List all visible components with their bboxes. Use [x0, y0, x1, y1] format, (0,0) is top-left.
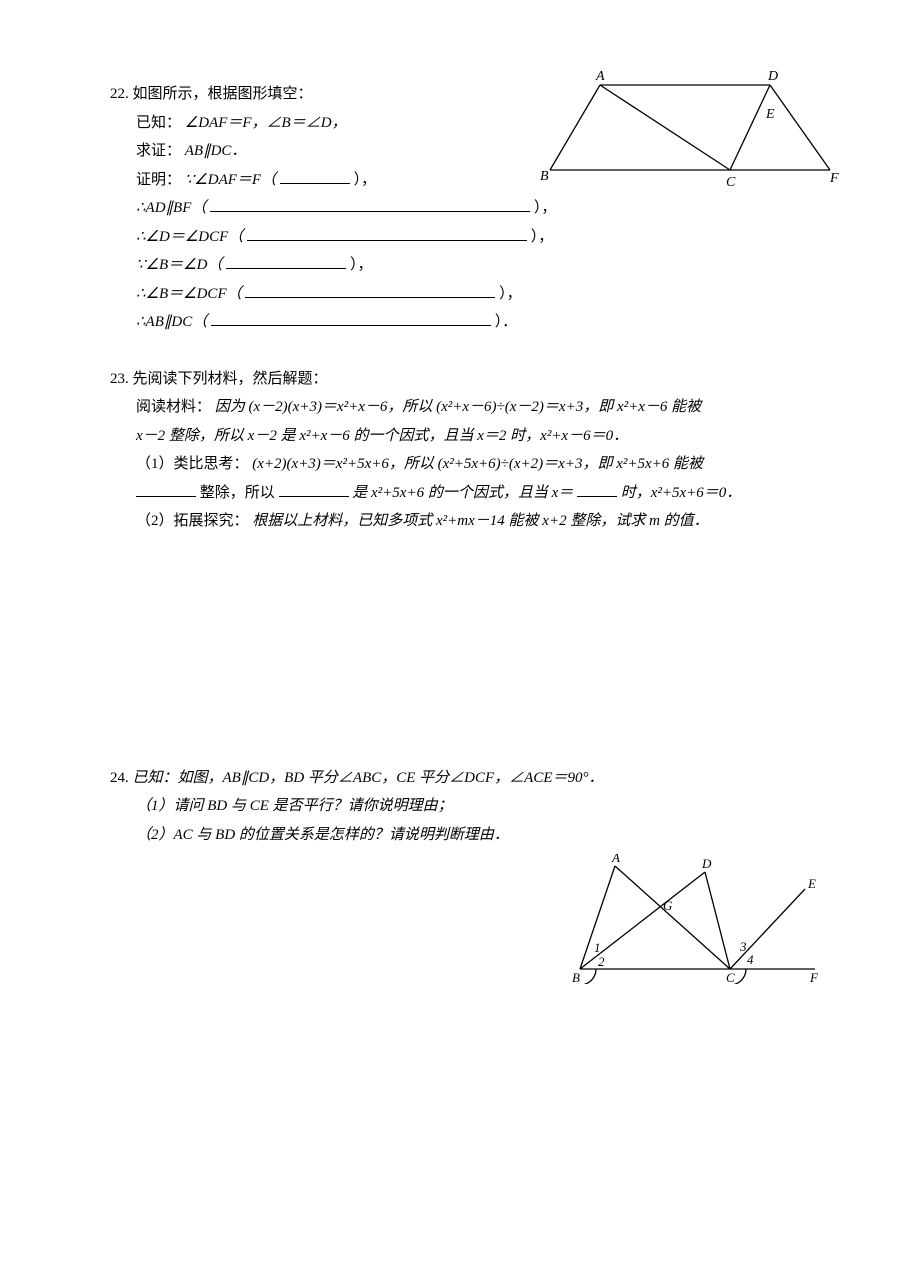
blank[interactable]: [279, 482, 349, 497]
svg-text:A: A: [611, 854, 620, 865]
figure-22: A D B C F E: [540, 70, 840, 201]
blank[interactable]: [211, 312, 491, 327]
svg-text:C: C: [726, 175, 736, 190]
svg-text:3: 3: [739, 939, 747, 954]
svg-text:1: 1: [594, 940, 601, 955]
q24-part1: （1）请问 BD 与 CE 是否平行？请你说明理由；: [110, 792, 810, 821]
q23-part2: （2）拓展探究： 根据以上材料，已知多项式 x²+mx－14 能被 x+2 整除…: [110, 507, 810, 536]
svg-text:E: E: [807, 876, 816, 891]
svg-text:A: A: [595, 70, 605, 84]
q22-proof-5: ∴AB∥DC（ ）．: [110, 308, 810, 337]
q23-reading-2: x－2 整除，所以 x－2 是 x²+x－6 的一个因式，且当 x＝2 时，x²…: [110, 422, 810, 451]
q23-title-line: 23. 先阅读下列材料，然后解题：: [110, 365, 810, 394]
blank[interactable]: [247, 226, 527, 241]
q24-title: 已知：如图，AB∥CD，BD 平分∠ABC，CE 平分∠DCF，∠ACE＝90°…: [133, 770, 604, 786]
q23-part1-l1: （1）类比思考： (x+2)(x+3)＝x²+5x+6，所以 (x²+5x+6)…: [110, 450, 810, 479]
geometry-icon: A D B C F E: [540, 70, 840, 190]
q22-proof-4: ∴∠B＝∠DCF（ ），: [110, 280, 810, 309]
q22-proof-3: ∵∠B＝∠D（ ），: [110, 251, 810, 280]
blank[interactable]: [280, 169, 350, 184]
svg-text:F: F: [809, 970, 819, 984]
svg-text:C: C: [726, 970, 735, 984]
q22-number: 22.: [110, 86, 129, 102]
svg-text:G: G: [663, 898, 673, 913]
geometry-icon: A D E B C F G 12 34: [550, 854, 830, 984]
svg-text:E: E: [765, 107, 775, 122]
q22-proof-2: ∴∠D＝∠DCF（ ），: [110, 223, 810, 252]
svg-text:2: 2: [598, 954, 605, 969]
spacer: [110, 564, 810, 764]
blank[interactable]: [136, 482, 196, 497]
svg-text:B: B: [572, 970, 580, 984]
q23-number: 23.: [110, 371, 129, 387]
q23-part1-l2: 整除，所以 是 x²+5x+6 的一个因式，且当 x＝ 时，x²+5x+6＝0．: [110, 479, 810, 508]
blank[interactable]: [245, 283, 495, 298]
blank[interactable]: [226, 255, 346, 270]
q22-title: 如图所示，根据图形填空：: [133, 86, 313, 102]
svg-text:D: D: [701, 856, 712, 871]
page: ADBCFE 22. 如图所示，根据图形填空： 已知： ∠DAF＝F，∠B＝∠D…: [0, 0, 920, 1274]
blank[interactable]: [577, 482, 617, 497]
svg-text:D: D: [767, 70, 778, 84]
figure-24: A D E B C F G 12 34: [550, 854, 830, 995]
svg-text:4: 4: [747, 952, 754, 967]
blank[interactable]: [210, 198, 530, 213]
q23-reading-1: 阅读材料： 因为 (x－2)(x+3)＝x²+x－6，所以 (x²+x－6)÷(…: [110, 393, 810, 422]
problem-22: ADBCFE 22. 如图所示，根据图形填空： 已知： ∠DAF＝F，∠B＝∠D…: [110, 80, 810, 337]
svg-text:B: B: [540, 169, 549, 184]
q24-part2: （2）AC 与 BD 的位置关系是怎样的？请说明判断理由．: [110, 821, 810, 850]
svg-text:F: F: [829, 171, 839, 186]
q24-number: 24.: [110, 770, 129, 786]
q23-title: 先阅读下列材料，然后解题：: [133, 371, 328, 387]
problem-24: 24. 已知：如图，AB∥CD，BD 平分∠ABC，CE 平分∠DCF，∠ACE…: [110, 764, 810, 850]
q24-title-line: 24. 已知：如图，AB∥CD，BD 平分∠ABC，CE 平分∠DCF，∠ACE…: [110, 764, 810, 793]
problem-23: 23. 先阅读下列材料，然后解题： 阅读材料： 因为 (x－2)(x+3)＝x²…: [110, 365, 810, 536]
